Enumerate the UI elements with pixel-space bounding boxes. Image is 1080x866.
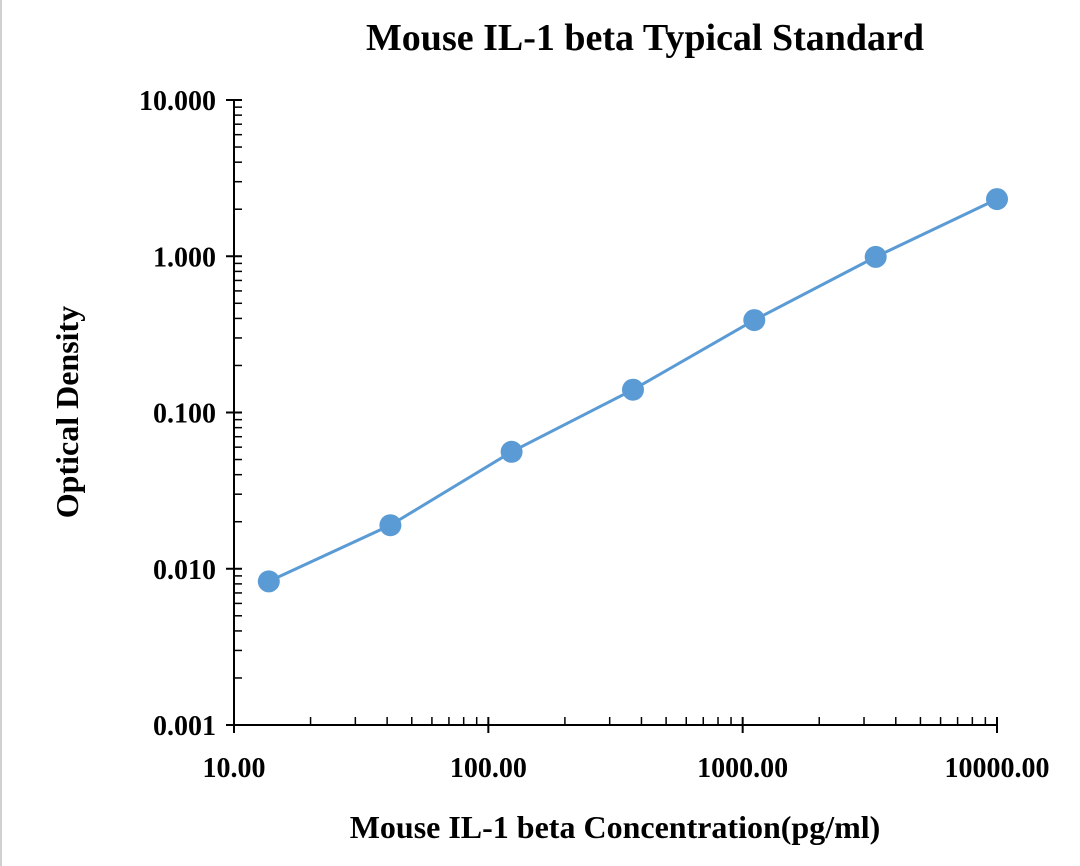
y-tick-label: 10.000 <box>139 86 216 117</box>
data-point <box>257 570 280 593</box>
x-tick-label: 10000.00 <box>945 753 1050 784</box>
data-point <box>864 245 887 268</box>
axes: 0.001 0.010 0.100 1.000 10.000 10.00 100.00 100… <box>139 86 1050 784</box>
data-point <box>622 378 644 401</box>
y-tick-label: 0.100 <box>153 399 216 430</box>
x-axis-title: Mouse IL-1 beta Concentration(pg/ml) <box>350 809 881 845</box>
y-axis-title: Optical Density <box>49 306 85 518</box>
x-tick-label: 10.00 <box>203 753 266 784</box>
y-tick-label: 0.001 <box>153 711 216 742</box>
left-border <box>0 0 2 866</box>
data-point <box>379 514 402 537</box>
plot-area <box>257 188 1008 593</box>
chart-title: Mouse IL-1 beta Typical Standard <box>366 17 924 59</box>
x-tick-label: 1000.00 <box>697 753 788 784</box>
data-point <box>743 309 766 332</box>
y-tick-label: 0.010 <box>153 555 216 586</box>
x-tick-label: 100.00 <box>450 753 527 784</box>
y-tick-label: 1.000 <box>153 242 216 273</box>
data-point <box>986 188 1008 211</box>
data-point <box>500 440 523 463</box>
